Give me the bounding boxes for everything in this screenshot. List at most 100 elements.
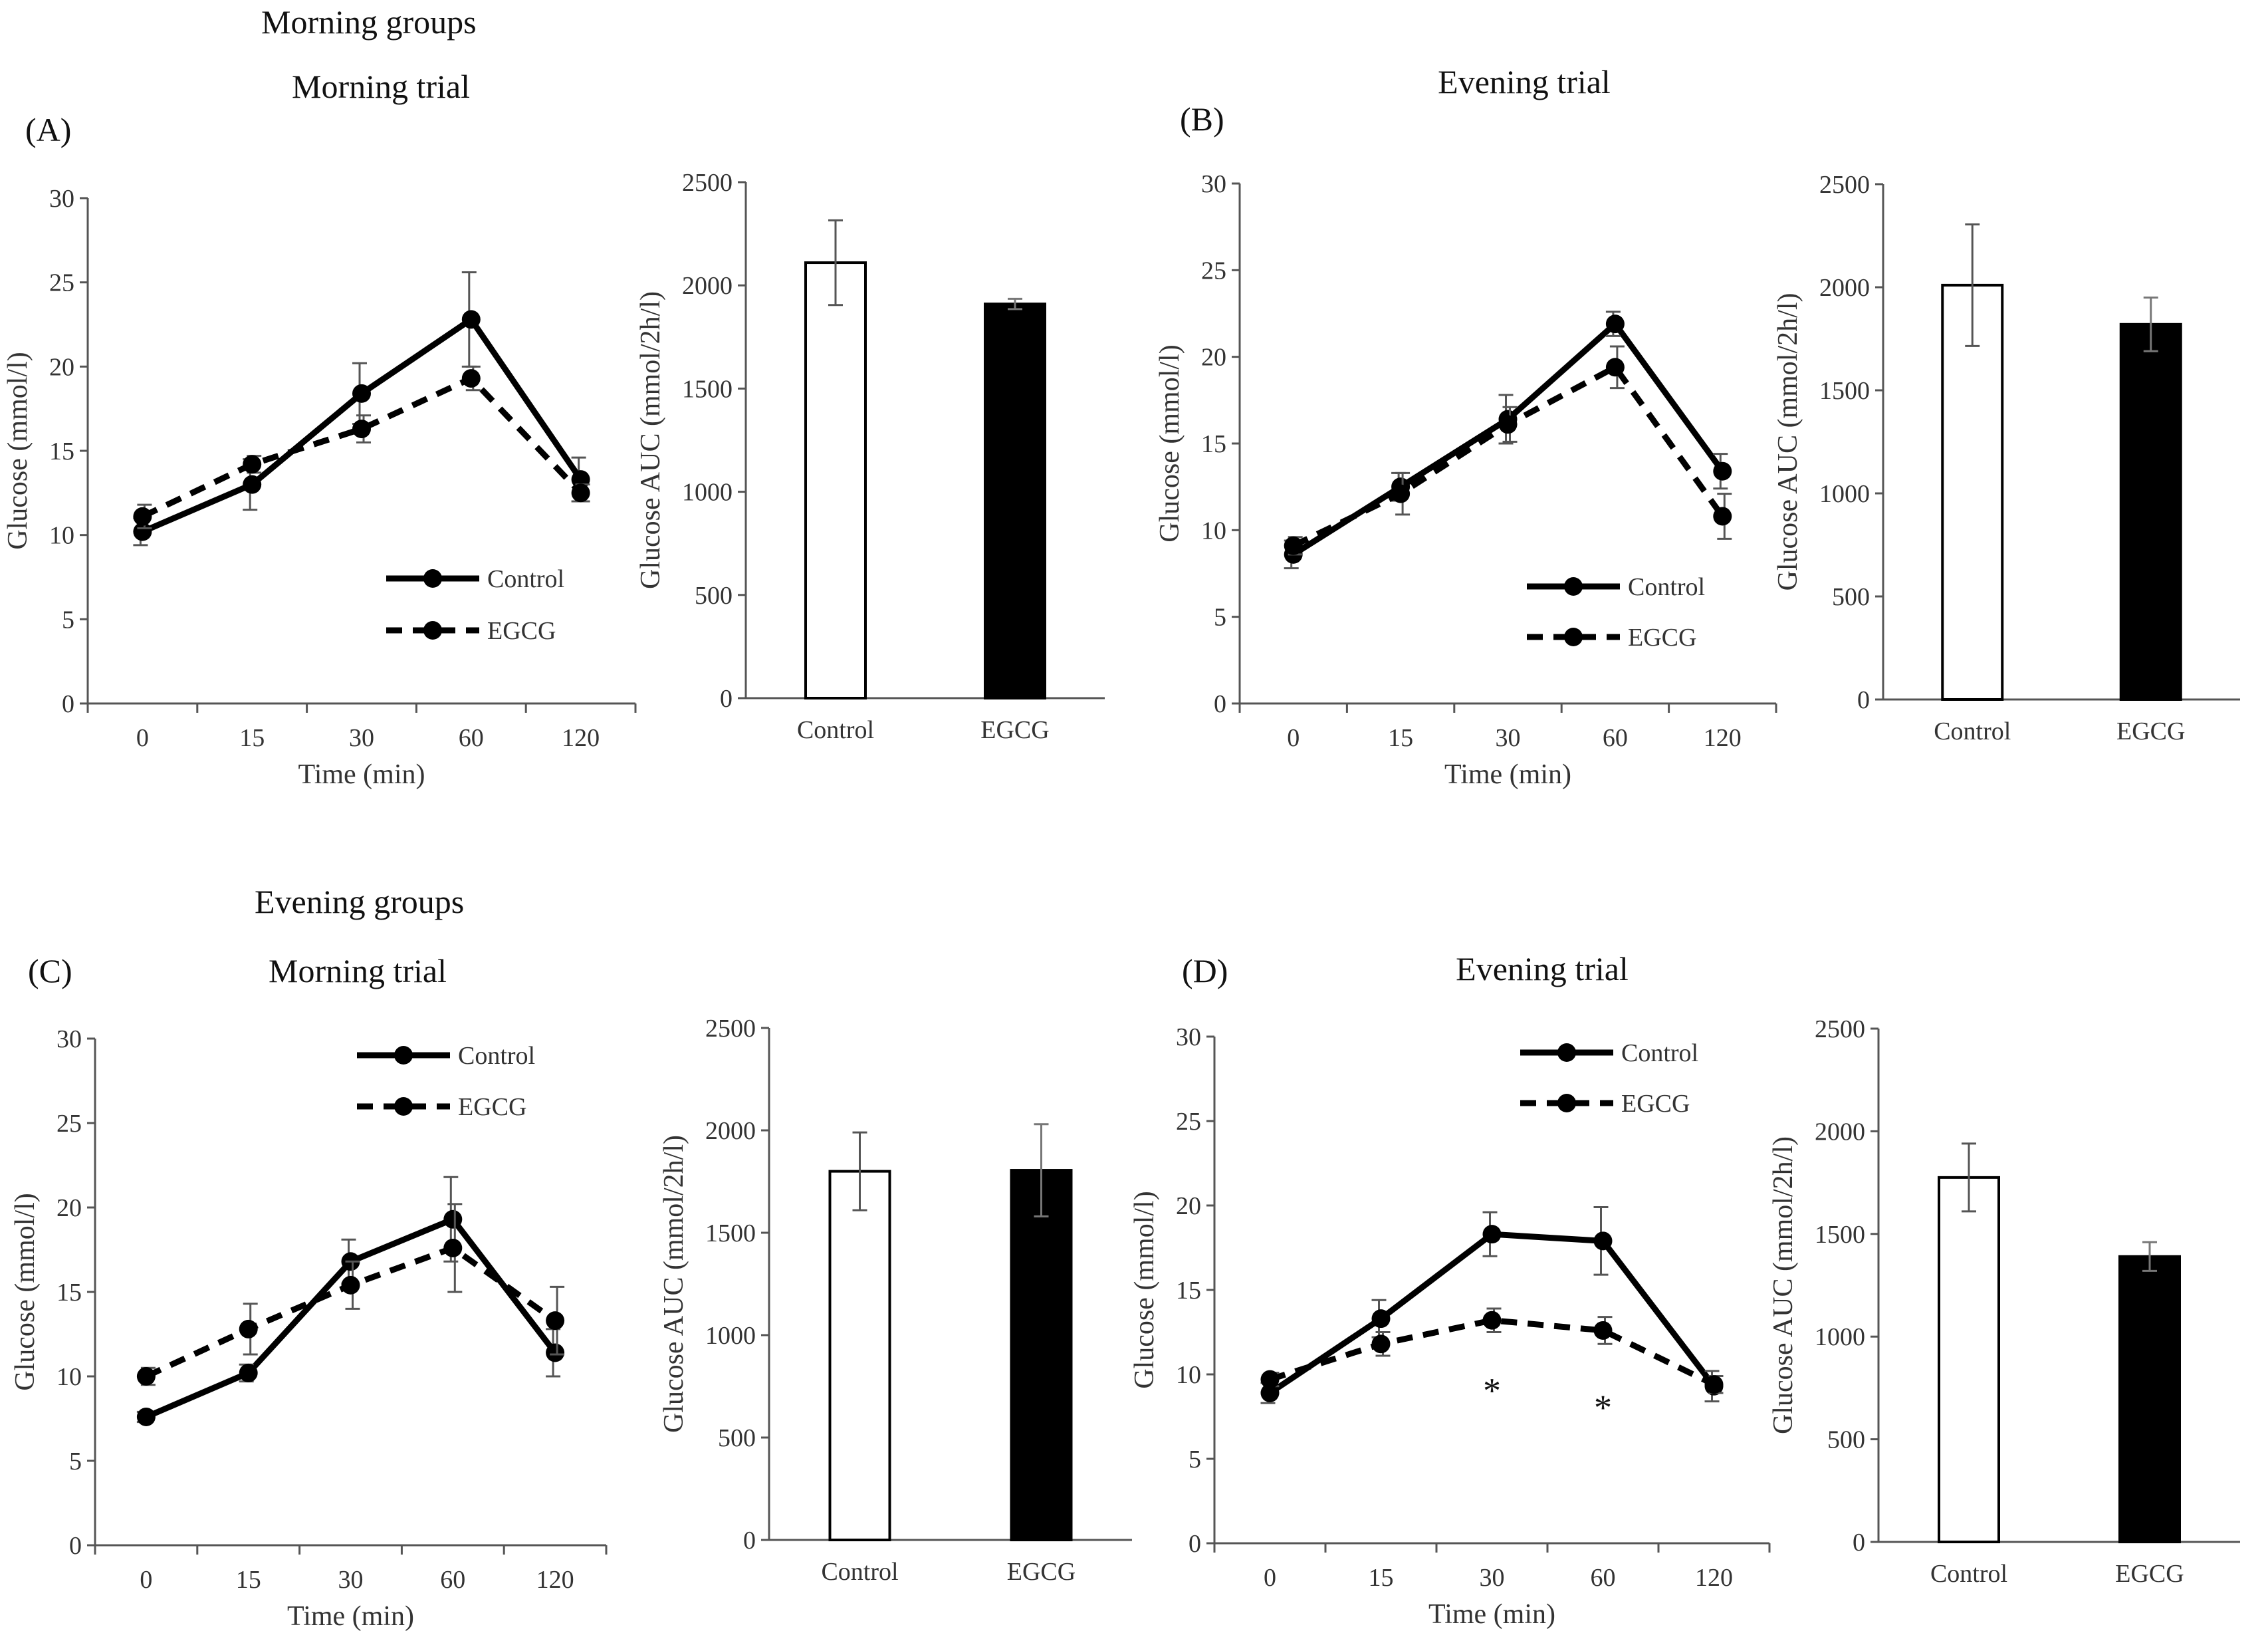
bar-control	[1941, 283, 2004, 701]
heading-evening-groups: Evening groups	[255, 883, 464, 920]
y-axis-title: Glucose AUC (mmol/2h/l)	[1773, 293, 1803, 591]
y-tick-label: 20	[1176, 1192, 1201, 1220]
y-tick-label: 0	[1189, 1530, 1201, 1558]
x-tick-label: 60	[1603, 724, 1628, 752]
y-tick-label: 0	[1853, 1529, 1865, 1557]
data-point-control	[546, 1343, 565, 1362]
y-tick-label: 15	[57, 1279, 82, 1307]
y-tick-label: 15	[1201, 430, 1226, 458]
panel-label-a: (A)	[25, 111, 71, 148]
y-tick-label: 0	[69, 1532, 82, 1560]
x-tick-label: 0	[136, 724, 149, 752]
heading-morning-groups: Morning groups	[261, 3, 477, 41]
x-axis-title: Time (min)	[1428, 1599, 1555, 1630]
significance-marker: *	[1594, 1388, 1612, 1428]
y-tick-label: 10	[1201, 517, 1226, 545]
bar-chart-b: 0 500 1000 1500 2000 2500 Control EGCG Glucose A…	[1773, 171, 2240, 745]
y-axis-title: Glucose AUC (mmol/2h/l)	[635, 291, 666, 589]
legend-label-control: Control	[487, 565, 564, 593]
x-tick-label: Control	[821, 1558, 898, 1586]
y-tick-label: 20	[57, 1194, 82, 1222]
data-point-control	[1713, 461, 1732, 481]
y-tick-label: 15	[49, 438, 74, 465]
legend-label-control: Control	[458, 1042, 535, 1070]
bar-egcg	[2119, 322, 2182, 701]
data-point-control	[1371, 1309, 1391, 1328]
data-point-egcg	[1593, 1321, 1613, 1340]
y-tick-label: 1500	[682, 375, 733, 403]
legend-label-egcg: EGCG	[1621, 1090, 1690, 1118]
legend-marker-control	[1557, 1043, 1576, 1062]
y-tick-label: 1500	[705, 1219, 756, 1247]
y-tick-label: 500	[695, 582, 733, 610]
data-point-egcg	[1284, 536, 1303, 555]
x-tick-label: Control	[797, 716, 874, 744]
data-point-egcg	[443, 1238, 463, 1257]
legend-label-egcg: EGCG	[487, 617, 556, 645]
x-tick-label: EGCG	[2116, 717, 2185, 745]
panel-title-c: Morning trial	[269, 952, 447, 989]
x-tick-label: 0	[140, 1566, 152, 1594]
legend-marker-control	[1564, 577, 1583, 596]
data-point-egcg	[1713, 507, 1732, 526]
y-axis-title: Glucose (mmol/l)	[1129, 1191, 1160, 1388]
data-point-control	[1593, 1231, 1613, 1251]
legend-label-egcg: EGCG	[1628, 624, 1696, 652]
data-point-control	[133, 522, 152, 541]
y-tick-label: 1000	[1819, 480, 1870, 508]
series-line-control	[145, 1216, 558, 1420]
y-tick-label: 2500	[1815, 1015, 1865, 1043]
y-axis-title: Glucose (mmol/l)	[3, 352, 33, 549]
x-tick-label: 15	[236, 1566, 261, 1594]
y-tick-label: 5	[62, 606, 74, 634]
y-tick-label: 2000	[1819, 274, 1870, 302]
x-tick-label: 60	[1591, 1564, 1616, 1592]
y-tick-label: 2000	[1815, 1118, 1865, 1146]
x-tick-label: 30	[338, 1566, 364, 1594]
data-point-control	[1482, 1225, 1502, 1244]
legend-marker-egcg	[1564, 628, 1583, 646]
data-point-egcg	[1371, 1334, 1391, 1354]
data-point-control	[243, 475, 262, 494]
x-tick-label: 30	[1496, 724, 1521, 752]
data-point-egcg	[239, 1319, 258, 1338]
y-tick-label: 25	[49, 269, 74, 297]
legend-marker-egcg	[394, 1097, 413, 1116]
x-axis-title: Time (min)	[1444, 759, 1571, 790]
y-tick-label: 5	[1214, 604, 1226, 632]
y-tick-label: 10	[49, 522, 74, 550]
y-tick-label: 30	[1176, 1023, 1201, 1051]
x-axis-title: Time (min)	[298, 759, 425, 790]
panel-label-d: (D)	[1182, 952, 1228, 989]
legend-label-control: Control	[1621, 1039, 1698, 1067]
y-tick-label: 2000	[705, 1117, 756, 1145]
data-point-egcg	[133, 507, 152, 526]
series-line-egcg	[1269, 1317, 1716, 1388]
x-tick-label: 15	[239, 724, 265, 752]
data-point-control	[461, 310, 481, 329]
bar-egcg	[984, 303, 1046, 699]
significance-marker: *	[1483, 1371, 1501, 1411]
series-line-egcg	[141, 375, 583, 519]
bar-egcg	[2118, 1255, 2181, 1543]
x-tick-label: Control	[1930, 1560, 2007, 1588]
data-point-egcg	[546, 1311, 565, 1330]
data-point-control	[1260, 1383, 1280, 1402]
y-tick-label: 5	[1189, 1446, 1201, 1473]
x-tick-label: 15	[1388, 724, 1413, 752]
legend-marker-control	[394, 1046, 413, 1065]
x-tick-label: 15	[1369, 1564, 1394, 1592]
y-tick-label: 500	[718, 1424, 756, 1452]
x-axis-title: Time (min)	[287, 1601, 414, 1632]
legend-label-control: Control	[1628, 573, 1705, 601]
x-tick-label: 120	[1695, 1564, 1733, 1592]
x-tick-label: 60	[459, 724, 484, 752]
line-chart-a: 0 5 10 15 20 25 30 0 15 30 60 120 Time (min) Glucose …	[3, 185, 637, 790]
x-tick-label: 60	[440, 1566, 465, 1594]
y-tick-label: 20	[49, 353, 74, 381]
panel-title-a: Morning trial	[292, 68, 470, 105]
legend-marker-egcg	[423, 621, 442, 640]
y-tick-label: 1500	[1819, 377, 1870, 405]
data-point-egcg	[243, 455, 262, 474]
